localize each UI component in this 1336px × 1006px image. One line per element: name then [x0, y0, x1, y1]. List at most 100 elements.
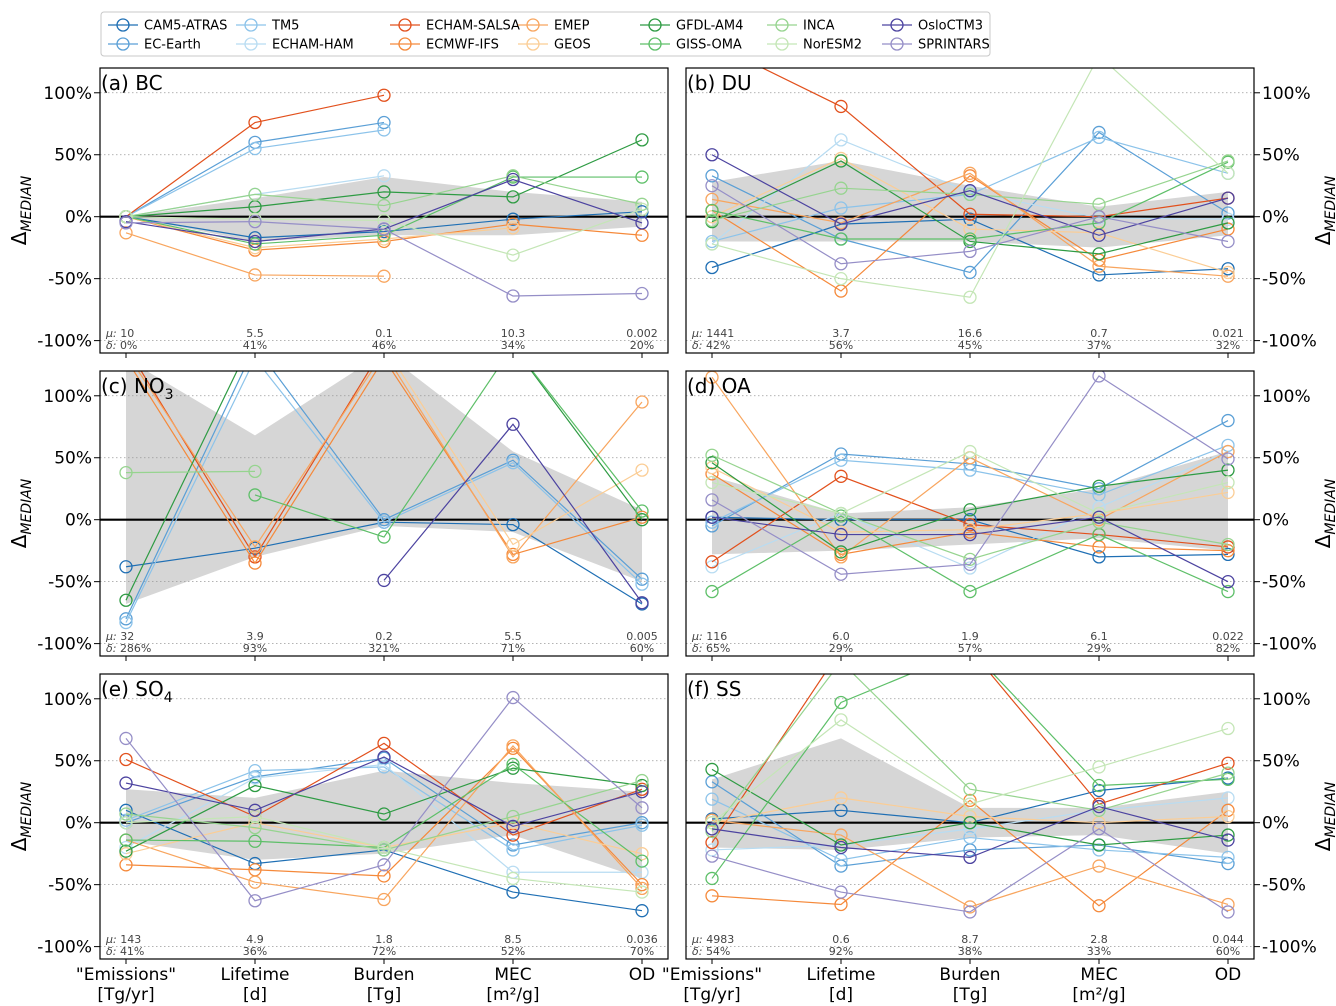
data-point [1221, 856, 1235, 871]
series-line [125, 371, 643, 601]
mu-value: 32 [120, 630, 134, 643]
legend-entry-echam-salsa: ECHAM-SALSA [390, 18, 520, 34]
data-point [635, 847, 649, 861]
series-sprintars [705, 179, 1235, 271]
y-axis-subscript: MEDIAN [19, 175, 35, 231]
legend-marker [244, 37, 258, 51]
legend-marker [398, 37, 412, 51]
data-point [963, 518, 977, 532]
panel-title: (d) OA [687, 374, 751, 398]
data-point [963, 552, 977, 566]
data-point [834, 133, 848, 147]
y-axis-label: ΔMEDIAN [1311, 781, 1336, 851]
delta-value: 29% [1087, 642, 1111, 655]
delta-value: 321% [368, 642, 399, 655]
data-point [834, 154, 848, 168]
mu-value: 143 [120, 933, 141, 946]
data-point [1092, 510, 1106, 524]
data-point [635, 904, 649, 918]
legend-marker [398, 18, 412, 32]
data-point [1092, 125, 1106, 140]
delta-value: 33% [1087, 945, 1111, 958]
delta-value: 20% [630, 339, 654, 352]
series-noresm2 [705, 444, 1235, 521]
data-point [635, 785, 649, 799]
data-point [1221, 905, 1235, 919]
delta-value: 71% [501, 642, 525, 655]
legend: CAM5-ATRAS EC-Earth TM5 ECHAM-HAM ECHAM-SALS… [100, 11, 991, 57]
legend-entry-sprintars: SPRINTARS [882, 37, 990, 53]
data-point [1221, 584, 1235, 599]
data-point [1092, 778, 1106, 793]
legend-label: ECMWF-IFS [426, 38, 499, 53]
data-point [635, 504, 649, 518]
series-group [705, 68, 1235, 304]
y-axis-symbol: Δ [1311, 231, 1335, 245]
data-point [119, 752, 133, 767]
legend-label: ECHAM-SALSA [426, 19, 520, 34]
legend-label: NorESM2 [803, 38, 862, 53]
x-category-label: Lifetime [806, 965, 875, 985]
data-point [1092, 783, 1106, 798]
series-osloctm3 [119, 750, 649, 834]
data-point [1092, 268, 1106, 282]
series-line [711, 516, 1229, 558]
data-point [635, 202, 649, 216]
legend-label: SPRINTARS [918, 38, 990, 53]
legend-marker [890, 37, 904, 51]
x-category-unit: [m²/g] [486, 985, 539, 1005]
data-point [1092, 130, 1106, 145]
series-osloctm3 [377, 417, 649, 610]
delta-value: 37% [1087, 339, 1111, 352]
data-point [1221, 575, 1235, 589]
legend-marker [116, 18, 130, 32]
y-tick-label: 0% [65, 511, 92, 531]
legend-marker [526, 37, 540, 51]
data-point [705, 822, 719, 836]
data-point [834, 695, 848, 710]
data-point [1221, 485, 1235, 500]
x-category-label: Lifetime [220, 965, 289, 985]
series-line [711, 781, 1229, 867]
data-point [1221, 191, 1235, 205]
panel-title: (a) BC [101, 71, 163, 95]
y-axis-subscript: MEDIAN [19, 781, 35, 837]
data-point [705, 871, 719, 886]
data-point [119, 216, 133, 230]
series-gfdl-am4 [119, 371, 649, 607]
delta-value: 52% [501, 945, 525, 958]
y-tick-label: -100% [1262, 938, 1317, 958]
y-tick-label: -50% [1262, 270, 1306, 290]
mu-value: 2.8 [1090, 933, 1108, 946]
data-point [705, 203, 719, 218]
data-point [834, 201, 848, 215]
data-point [119, 833, 133, 847]
delta-value: 36% [243, 945, 267, 958]
data-point [1221, 803, 1235, 817]
data-point [1221, 234, 1235, 249]
mu-value: 8.7 [961, 933, 979, 946]
data-point [1221, 537, 1235, 552]
legend-marker [890, 18, 904, 32]
data-point [248, 141, 262, 156]
data-point [506, 221, 520, 235]
x-category-unit: [Tg/yr] [683, 985, 740, 1005]
data-point [506, 809, 520, 824]
data-point [834, 550, 848, 564]
data-point [1221, 166, 1235, 180]
data-point [635, 818, 649, 832]
mu-value: 0.036 [626, 933, 658, 946]
data-point [1221, 766, 1235, 780]
data-point [963, 584, 977, 599]
mu-value: 6.1 [1090, 630, 1108, 643]
series-line [125, 756, 643, 828]
data-point [705, 843, 719, 857]
series-line [711, 160, 1229, 255]
data-point [635, 170, 649, 184]
series-tm5 [705, 792, 1235, 867]
series-line [711, 805, 1229, 859]
mu-value: 0.6 [832, 933, 850, 946]
data-point [1092, 550, 1106, 564]
delta-value: 57% [958, 642, 982, 655]
